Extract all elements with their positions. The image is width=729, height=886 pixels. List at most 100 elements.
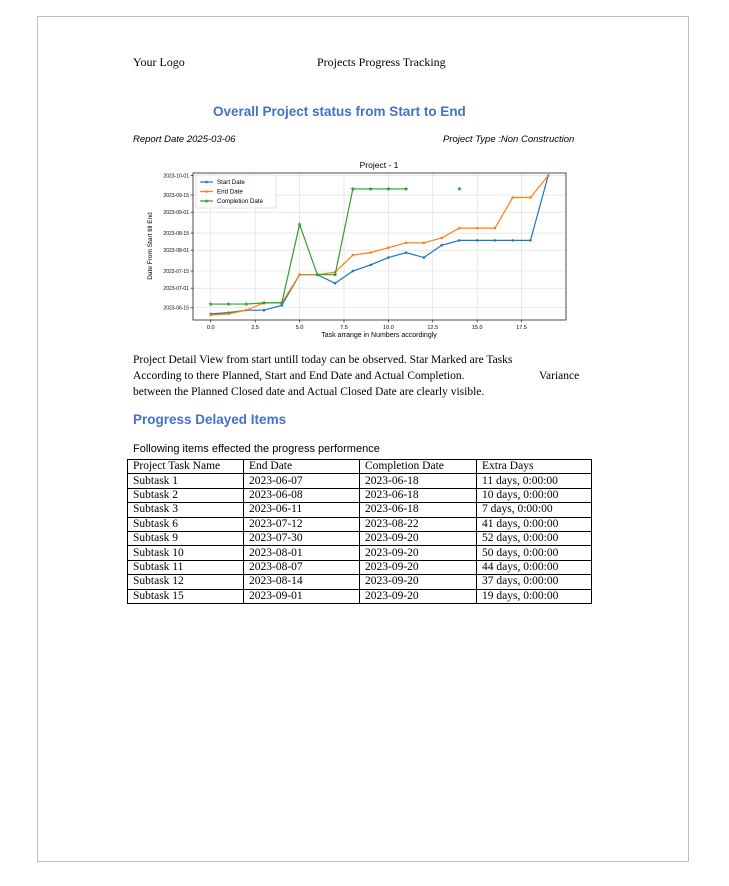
chart-title: Project - 1 bbox=[360, 160, 399, 170]
data-point-end-date bbox=[244, 308, 248, 312]
data-point-start-date bbox=[351, 269, 355, 273]
table-row: Subtask 1 2023-06-07 2023-06-18 11 days, 0:… bbox=[127, 473, 592, 489]
cell-end-date: 2023-08-01 bbox=[243, 545, 360, 561]
document-page bbox=[37, 16, 689, 862]
report-date: Report Date 2025-03-06 bbox=[133, 134, 236, 145]
cell-task: Subtask 12 bbox=[127, 574, 244, 590]
data-point-completion-date bbox=[350, 186, 356, 191]
cell-completion-date: 2023-06-18 bbox=[359, 502, 477, 518]
paragraph-line-3: between the Planned Closed date and Actu… bbox=[133, 386, 485, 398]
data-point-end-date bbox=[387, 246, 390, 250]
x-tick-label: 10.0 bbox=[383, 325, 394, 331]
legend-box bbox=[195, 174, 277, 209]
table-row: Subtask 10 2023-08-01 2023-09-20 50 days, 0… bbox=[127, 545, 592, 561]
table-row: Subtask 6 2023-07-12 2023-08-22 41 days, 0:… bbox=[127, 516, 592, 532]
data-point-completion-date bbox=[332, 272, 338, 277]
data-point-start-date bbox=[475, 239, 479, 242]
data-point-end-date bbox=[351, 253, 355, 257]
cell-completion-date: 2023-09-20 bbox=[359, 559, 477, 576]
data-point-start-date bbox=[387, 256, 390, 259]
data-point-start-date bbox=[529, 239, 532, 242]
plot-frame bbox=[192, 172, 567, 321]
paragraph-line-1: Project Detail View from start untill to… bbox=[133, 354, 513, 366]
cell-task: Subtask 3 bbox=[127, 502, 244, 518]
x-tick-label: 5.0 bbox=[296, 325, 304, 331]
description-paragraph: Project Detail View from start untill to… bbox=[133, 352, 588, 400]
data-point-completion-date bbox=[261, 300, 267, 305]
cell-completion-date: 2023-09-20 bbox=[359, 530, 477, 547]
cell-task: Subtask 1 bbox=[127, 473, 244, 489]
paragraph-line-2a: According to there Planned, Start and En… bbox=[133, 370, 465, 382]
y-tick-label: 2023-08-15 bbox=[163, 231, 189, 237]
col-header-extra-days: Extra Days bbox=[476, 458, 592, 475]
col-header-task: Project Task Name bbox=[127, 458, 244, 475]
cell-extra-days: 10 days, 0:00:00 bbox=[476, 487, 592, 504]
y-tick-label: 2023-07-01 bbox=[163, 286, 189, 292]
data-point-end-date bbox=[369, 251, 372, 254]
y-tick-label: 2023-10-01 bbox=[163, 173, 189, 179]
cell-end-date: 2023-07-30 bbox=[243, 530, 360, 547]
table-row: Subtask 2 2023-06-08 2023-06-18 10 days, 0:… bbox=[127, 487, 592, 504]
data-point-start-date bbox=[440, 243, 443, 247]
cell-end-date: 2023-08-14 bbox=[243, 574, 360, 590]
legend-label-start-date: Start Date bbox=[217, 179, 245, 186]
delayed-items-subtext: Following items effected the progress pe… bbox=[133, 443, 380, 455]
cell-task: Subtask 11 bbox=[127, 559, 244, 576]
legend-marker-completion-date bbox=[204, 198, 209, 203]
legend-marker-start-date bbox=[205, 180, 208, 184]
data-point-start-date bbox=[369, 263, 372, 267]
y-tick-label: 2023-09-01 bbox=[163, 210, 189, 216]
cell-extra-days: 19 days, 0:00:00 bbox=[476, 588, 592, 604]
x-tick-label: 12.5 bbox=[427, 325, 438, 331]
data-point-completion-date bbox=[386, 186, 391, 191]
y-tick-label: 2023-06-15 bbox=[163, 306, 189, 312]
delayed-items-table: Project Task Name End Date Completion Da… bbox=[127, 458, 592, 604]
x-tick-label: 2.5 bbox=[251, 325, 259, 331]
cell-task: Subtask 2 bbox=[127, 487, 244, 504]
cell-end-date: 2023-06-11 bbox=[243, 502, 360, 518]
table-row: Subtask 15 2023-09-01 2023-09-20 19 days, 0… bbox=[127, 588, 592, 604]
data-point-completion-date bbox=[208, 301, 214, 307]
data-point-end-date bbox=[475, 226, 479, 230]
data-point-end-date bbox=[511, 196, 515, 199]
chart-series bbox=[208, 174, 550, 317]
chart-y-axis-label: Date From Start till End bbox=[147, 212, 154, 280]
cell-end-date: 2023-09-01 bbox=[243, 588, 360, 604]
cell-task: Subtask 10 bbox=[127, 545, 244, 561]
cell-extra-days: 44 days, 0:00:00 bbox=[476, 559, 592, 576]
cell-extra-days: 11 days, 0:00:00 bbox=[476, 473, 592, 489]
cell-task: Subtask 15 bbox=[127, 588, 244, 604]
x-tick-label: 17.5 bbox=[516, 325, 527, 331]
series-line-start-date bbox=[210, 175, 549, 315]
project-type: Project Type :Non Construction bbox=[443, 134, 575, 145]
cell-extra-days: 7 days, 0:00:00 bbox=[476, 502, 592, 518]
document-title: Projects Progress Tracking bbox=[317, 55, 446, 69]
x-tick-label: 15.0 bbox=[472, 325, 483, 331]
chart-legend: Start Date End Date Completion Date bbox=[195, 174, 277, 209]
chart-x-axis-label: Task arrange in Numbers accordingly bbox=[321, 332, 437, 339]
cell-extra-days: 41 days, 0:00:00 bbox=[476, 516, 592, 532]
series-completion-date bbox=[208, 186, 462, 307]
cell-completion-date: 2023-09-20 bbox=[359, 574, 477, 590]
cell-end-date: 2023-08-07 bbox=[243, 559, 360, 576]
cell-extra-days: 50 days, 0:00:00 bbox=[476, 545, 592, 561]
chart-axes: 0.0 2.5 5.0 7.5 10.0 12.5 15.0 17.5 2023-06-15 20… bbox=[163, 172, 567, 331]
x-tick-label: 7.5 bbox=[340, 325, 348, 331]
cell-completion-date: 2023-06-18 bbox=[359, 487, 477, 504]
table-row: Subtask 9 2023-07-30 2023-09-20 52 days, 0:… bbox=[127, 530, 592, 547]
paragraph-line-2: According to there Planned, Start and En… bbox=[133, 368, 588, 384]
cell-extra-days: 37 days, 0:00:00 bbox=[476, 574, 592, 590]
cell-completion-date: 2023-09-20 bbox=[359, 588, 477, 604]
data-point-end-date bbox=[546, 174, 550, 177]
data-point-completion-date bbox=[368, 186, 373, 191]
legend-label-completion-date: Completion Date bbox=[217, 198, 264, 205]
data-point-start-date bbox=[333, 281, 337, 285]
section-heading-overall: Overall Project status from Start to End bbox=[213, 104, 466, 119]
data-point-completion-date bbox=[403, 186, 409, 191]
chart-grid bbox=[193, 173, 566, 320]
data-point-start-date bbox=[493, 239, 497, 242]
series-line-completion-date bbox=[210, 188, 407, 305]
table-row: Subtask 11 2023-08-07 2023-09-20 44 days, 0… bbox=[127, 559, 592, 576]
cell-end-date: 2023-06-07 bbox=[243, 473, 360, 489]
cell-end-date: 2023-07-12 bbox=[243, 516, 360, 532]
